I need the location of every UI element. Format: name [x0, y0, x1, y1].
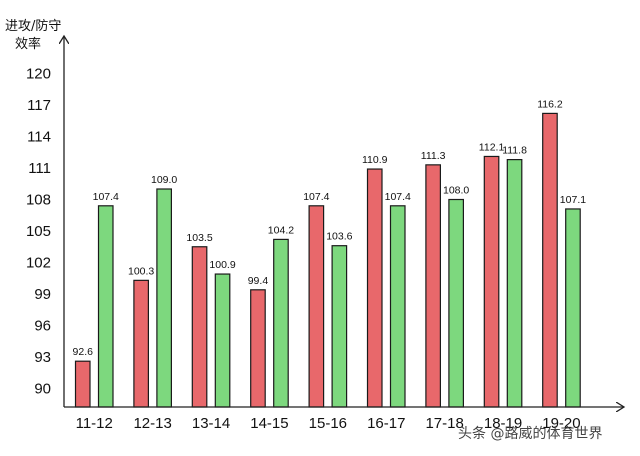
bar [250, 289, 266, 408]
bar [191, 246, 208, 408]
data-label: 116.2 [537, 98, 563, 110]
y-tick-labels: 90 93 96 99 102 105 108 111 114 117 120 [26, 66, 51, 398]
x-tick-label: 15-16 [309, 415, 347, 432]
x-tick-labels: 11-12 12-13 13-14 14-15 15-16 16-17 17-18 18-19… [76, 415, 581, 432]
bar [425, 164, 441, 408]
data-label: 92.6 [73, 346, 94, 358]
bar [506, 159, 523, 408]
y-tick-label: 93 [34, 349, 51, 366]
y-tick-label: 90 [34, 381, 51, 398]
x-tick-label: 16-17 [367, 415, 405, 432]
bar [97, 205, 114, 408]
data-label: 103.6 [326, 231, 352, 243]
y-tick-label: 120 [26, 66, 51, 83]
x-tick-label: 19-20 [542, 415, 580, 432]
data-label: 104.2 [268, 224, 294, 236]
y-tick-label: 117 [27, 97, 51, 114]
data-labels: 92.6 107.4 100.3 109.0 103.5 100.9 99.4 104.2 10… [73, 98, 587, 358]
x-tick-label: 14-15 [250, 415, 288, 432]
x-tick-label: 17-18 [425, 415, 463, 432]
bar [156, 188, 172, 408]
y-tick-label: 108 [26, 192, 51, 209]
bar [308, 205, 325, 408]
y-tick-label: 99 [34, 286, 51, 303]
x-tick-label: 12-13 [133, 415, 171, 432]
data-label: 111.8 [502, 145, 527, 157]
y-tick-label: 102 [26, 255, 51, 272]
bar [214, 273, 231, 408]
bar [542, 112, 558, 408]
data-label: 112.1 [479, 141, 505, 153]
bar [483, 155, 500, 408]
y-tick-label: 111 [28, 160, 51, 177]
data-label: 100.3 [128, 265, 154, 277]
bar [565, 208, 581, 408]
data-label: 109.0 [151, 174, 177, 186]
data-label: 107.4 [93, 191, 119, 203]
bar [389, 205, 406, 408]
watermark: 头条 @路威的体育世界 [458, 425, 602, 442]
bar [366, 168, 383, 408]
y-tick-label: 114 [27, 129, 51, 146]
bar [331, 245, 348, 408]
bar [74, 360, 91, 408]
bar [133, 279, 149, 408]
y-tick-label: 96 [34, 318, 51, 335]
data-label: 108.0 [443, 185, 469, 197]
x-tick-label: 11-12 [76, 415, 113, 432]
bars [74, 112, 581, 408]
y-tick-label: 105 [26, 223, 51, 240]
data-label: 107.1 [560, 194, 586, 206]
data-label: 99.4 [248, 275, 269, 287]
data-label: 100.9 [209, 259, 235, 271]
bar [448, 198, 464, 408]
data-label: 103.5 [186, 232, 212, 244]
x-tick-label: 18-19 [484, 415, 522, 432]
data-label: 111.3 [421, 150, 446, 162]
y-axis-label-line-1: 进攻/防守 [5, 18, 61, 34]
y-axis-label-line-2: 效率 [15, 36, 41, 52]
data-label: 107.4 [303, 191, 329, 203]
bar [273, 238, 289, 408]
data-label: 110.9 [362, 154, 388, 166]
x-tick-label: 13-14 [192, 415, 230, 432]
data-label: 107.4 [385, 191, 411, 203]
